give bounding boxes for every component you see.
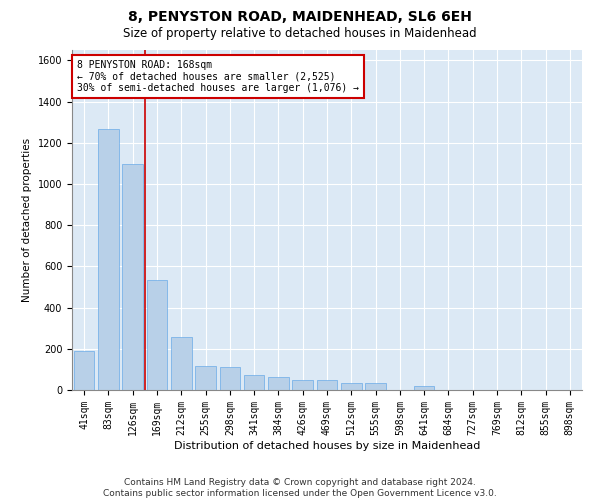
Y-axis label: Number of detached properties: Number of detached properties [22, 138, 32, 302]
Bar [365, 383, 386, 390]
Bar [268, 376, 289, 390]
Bar [146, 280, 167, 390]
Bar [195, 366, 216, 390]
Text: Size of property relative to detached houses in Maidenhead: Size of property relative to detached ho… [123, 28, 477, 40]
X-axis label: Distribution of detached houses by size in Maidenhead: Distribution of detached houses by size … [174, 440, 480, 450]
Bar [74, 351, 94, 390]
Bar [292, 380, 313, 390]
Bar [341, 383, 362, 390]
Bar [317, 380, 337, 390]
Bar [122, 164, 143, 390]
Bar [98, 130, 119, 390]
Text: 8 PENYSTON ROAD: 168sqm
← 70% of detached houses are smaller (2,525)
30% of semi: 8 PENYSTON ROAD: 168sqm ← 70% of detache… [77, 60, 359, 94]
Text: Contains HM Land Registry data © Crown copyright and database right 2024.
Contai: Contains HM Land Registry data © Crown c… [103, 478, 497, 498]
Bar [244, 374, 265, 390]
Text: 8, PENYSTON ROAD, MAIDENHEAD, SL6 6EH: 8, PENYSTON ROAD, MAIDENHEAD, SL6 6EH [128, 10, 472, 24]
Bar [414, 386, 434, 390]
Bar [171, 338, 191, 390]
Bar [220, 368, 240, 390]
